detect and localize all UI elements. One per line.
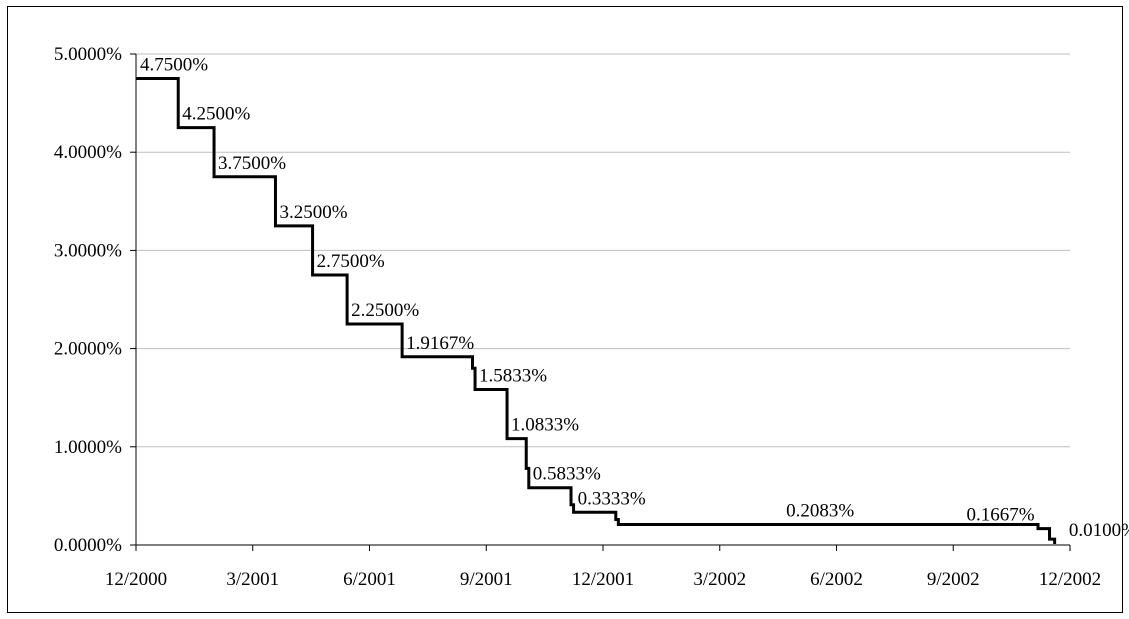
y-tick-label: 1.0000%	[54, 437, 122, 458]
data-label: 0.1667%	[967, 505, 1035, 526]
grid-lines	[136, 53, 1070, 448]
series-line	[136, 77, 1057, 545]
axes	[130, 53, 1071, 551]
data-label: 1.5833%	[479, 366, 547, 387]
data-label: 4.7500%	[140, 55, 208, 76]
data-label: 4.2500%	[182, 104, 250, 125]
data-label: 1.0833%	[511, 415, 579, 436]
data-label: 2.2500%	[351, 300, 419, 321]
data-label: 3.2500%	[279, 202, 347, 223]
data-label: 0.3333%	[578, 488, 646, 509]
x-tick-label: 6/2002	[810, 569, 863, 590]
x-tick-label: 12/2000	[105, 569, 167, 590]
x-axis-tick-labels: 12/2000 3/2001 6/2001 9/2001 12/2001 3/2002 6/…	[105, 569, 1101, 590]
y-tick-label: 5.0000%	[54, 44, 122, 65]
y-tick-label: 4.0000%	[54, 142, 122, 163]
data-label: 0.5833%	[533, 464, 601, 485]
data-label: 0.0100%	[1069, 520, 1129, 541]
x-tick-label: 3/2002	[693, 569, 746, 590]
data-label: 2.7500%	[317, 251, 385, 272]
y-axis-tick-labels: 0.0000% 1.0000% 2.0000% 3.0000% 4.0000% 5.000…	[54, 44, 122, 556]
data-labels: 4.7500% 4.2500% 3.7500% 3.2500% 2.7500% 2.250…	[140, 55, 1129, 541]
chart-frame	[7, 6, 1123, 613]
y-tick-label: 0.0000%	[54, 535, 122, 556]
y-tick-label: 3.0000%	[54, 240, 122, 261]
y-tick-label: 2.0000%	[54, 339, 122, 360]
x-tick-label: 3/2001	[226, 569, 279, 590]
data-label: 3.7500%	[218, 153, 286, 174]
data-label: 0.2083%	[786, 501, 854, 522]
x-tick-label: 12/2002	[1039, 569, 1101, 590]
x-tick-label: 9/2001	[460, 569, 513, 590]
x-tick-label: 9/2002	[927, 569, 980, 590]
x-tick-label: 12/2001	[572, 569, 634, 590]
data-label: 1.9167%	[406, 333, 474, 354]
x-tick-label: 6/2001	[343, 569, 396, 590]
rate-step-line	[136, 77, 1057, 545]
